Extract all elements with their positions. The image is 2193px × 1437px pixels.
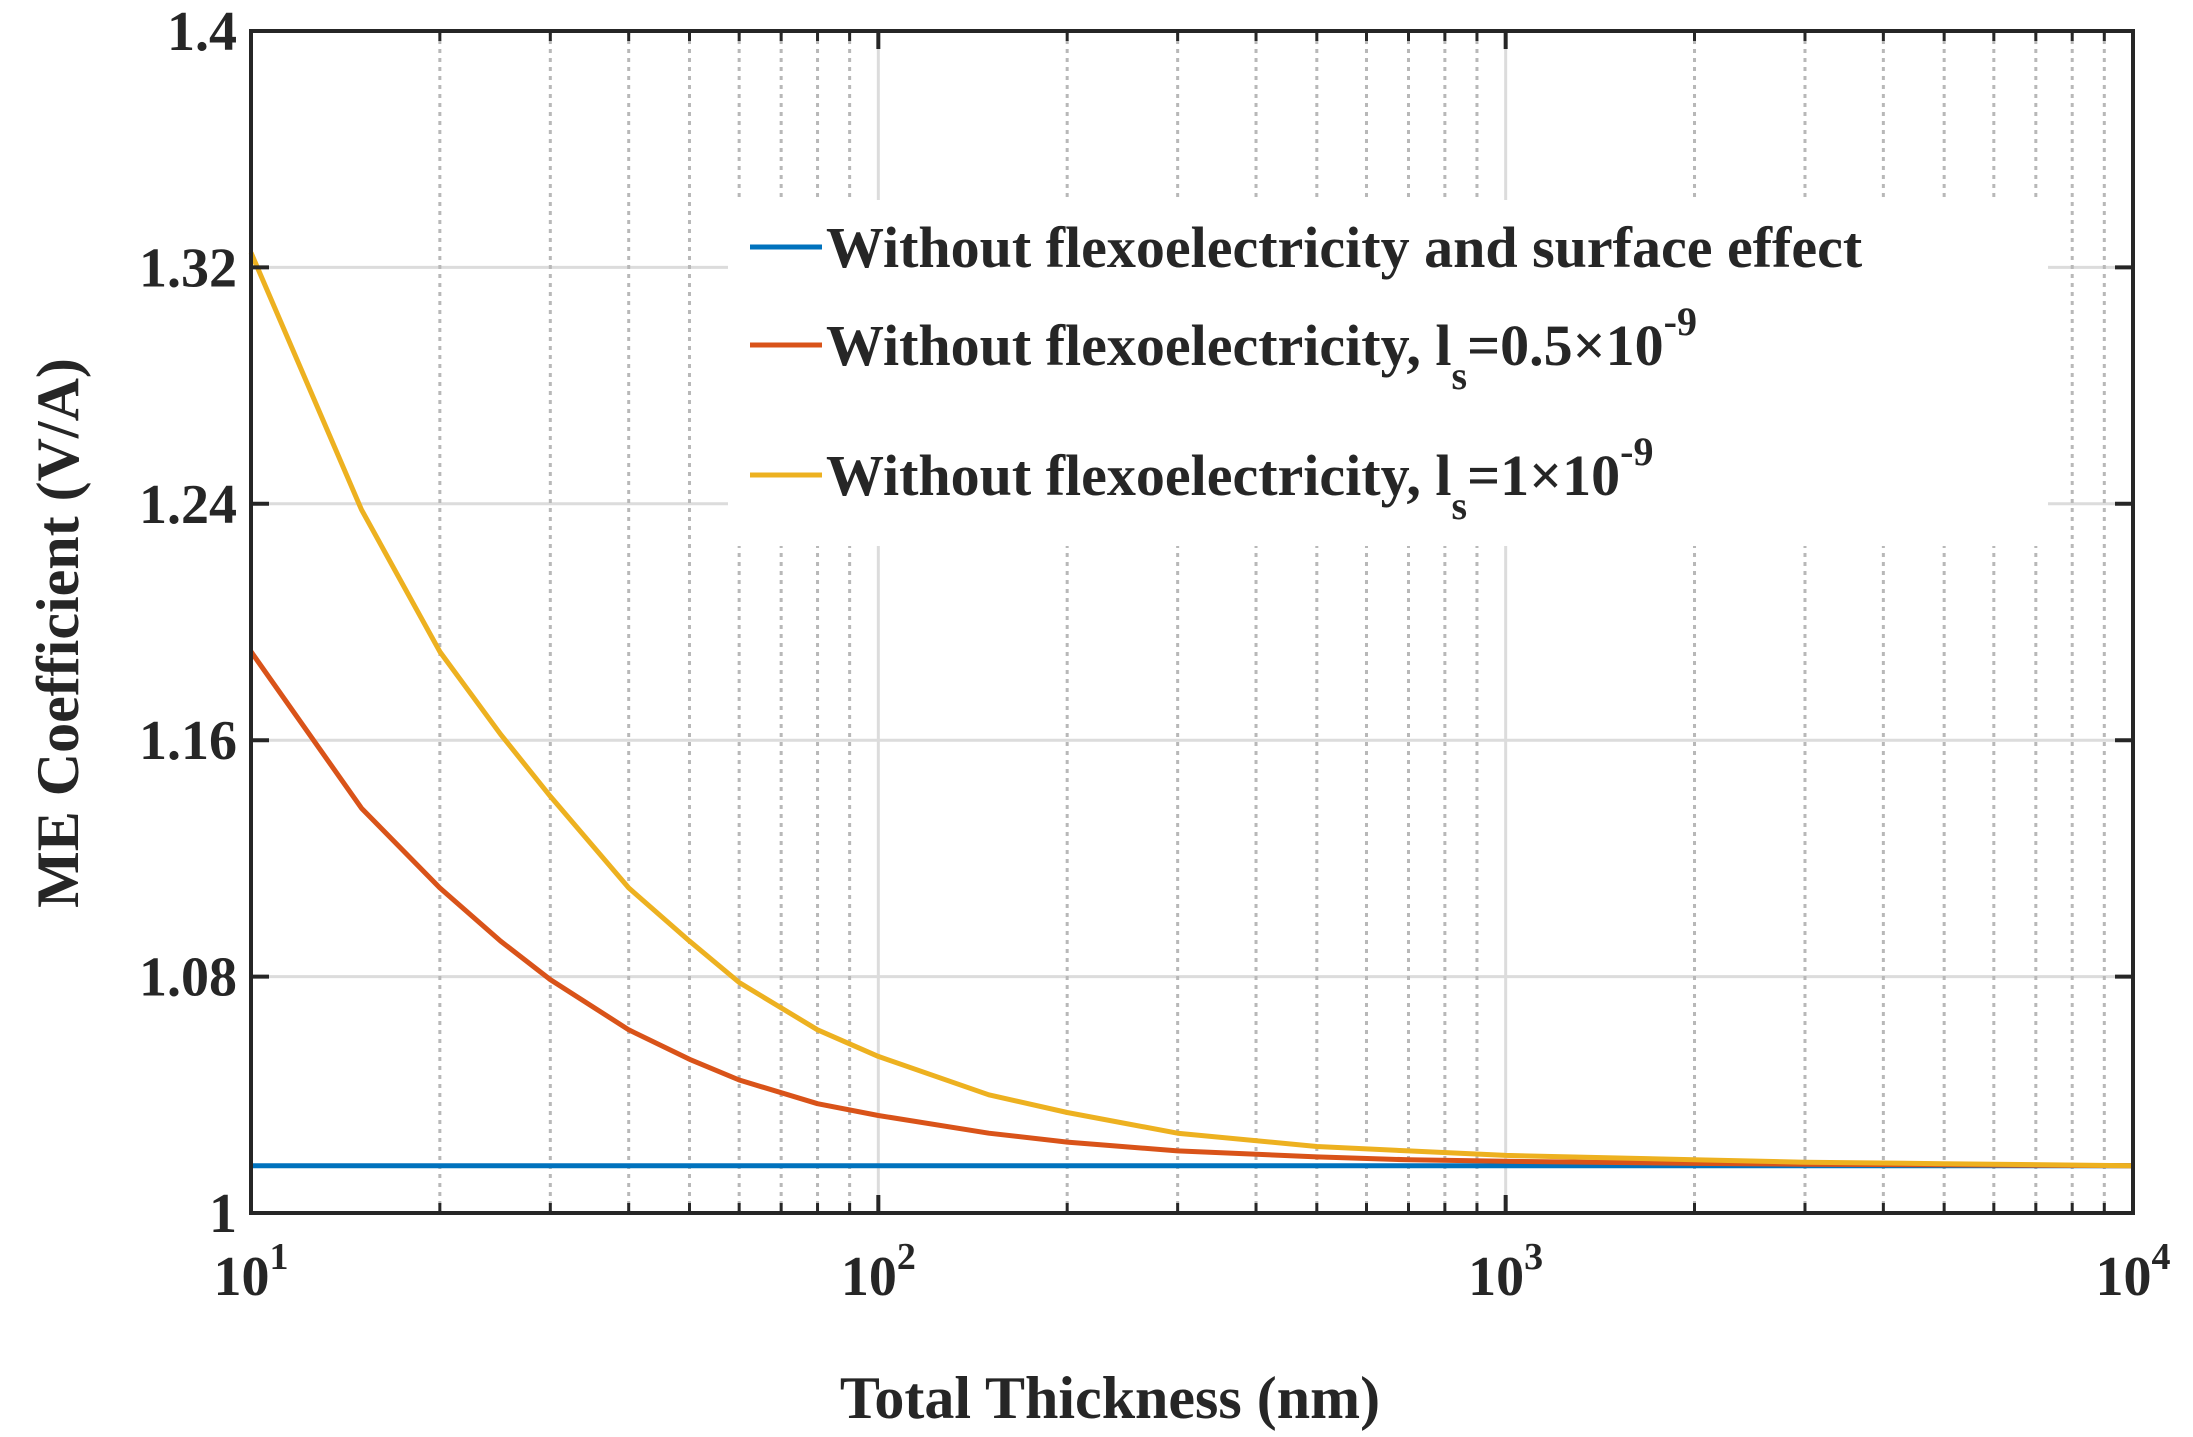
axes xyxy=(249,29,2135,1215)
x-tick-label: 101 xyxy=(214,1236,289,1308)
x-tick-label: 102 xyxy=(841,1236,916,1308)
legend: Without flexoelectricity and surface eff… xyxy=(750,215,1863,528)
legend-label-3: Without flexoelectricity, ls=1×10-9 xyxy=(826,429,1654,528)
series-line-3 xyxy=(248,251,2134,1169)
x-tick-label: 104 xyxy=(2096,1236,2171,1308)
legend-background xyxy=(728,200,2048,546)
x-axis-title: Total Thickness (nm) xyxy=(840,1365,1380,1431)
y-tick-label: 1.4 xyxy=(167,1,237,63)
y-tick-label: 1.08 xyxy=(139,947,237,1009)
axes-frame xyxy=(249,29,2135,1215)
legend-label-2: Without flexoelectricity, ls=0.5×10-9 xyxy=(826,299,1697,398)
x-tick-label: 103 xyxy=(1468,1236,1543,1308)
legend-label-1: Without flexoelectricity and surface eff… xyxy=(826,215,1863,280)
y-tick-label: 1.24 xyxy=(139,474,237,536)
data-series xyxy=(248,251,2134,1169)
tick-labels: 1 1.08 1.16 1.24 1.32 1.4 101 102 103 104 xyxy=(139,1,2171,1308)
y-tick-label: 1.16 xyxy=(139,710,237,772)
y-axis-title: ME Coefficient (V/A) xyxy=(25,358,91,908)
legend-box xyxy=(728,200,2048,546)
series-line-2 xyxy=(248,650,2134,1169)
y-tick-label: 1.32 xyxy=(139,237,237,299)
y-tick-label: 1 xyxy=(209,1183,237,1245)
